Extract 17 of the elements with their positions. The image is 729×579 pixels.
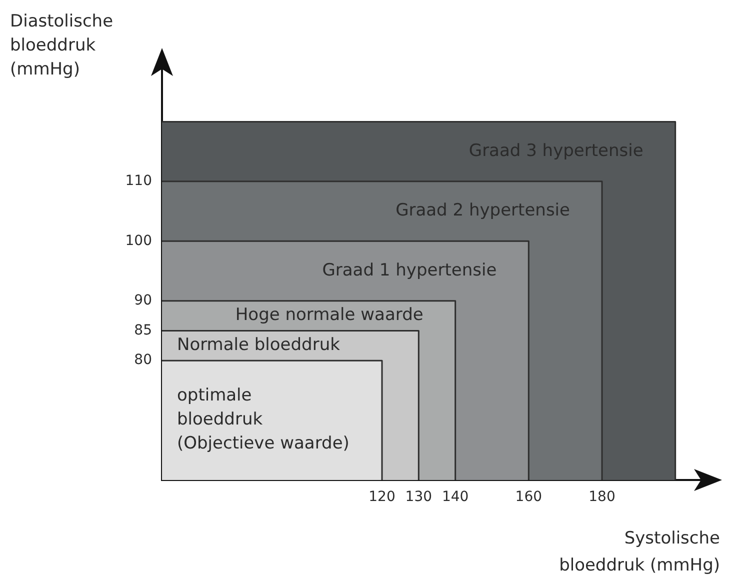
x-tick-label: 180 [588, 489, 616, 506]
x-tick-label: 160 [515, 489, 542, 506]
series-label: Graad 1 hypertensie [322, 260, 497, 280]
y-tick-label: 80 [134, 352, 152, 368]
series-label: optimale bloeddruk (Objectieve waarde) [177, 386, 350, 454]
x-tick-label: 140 [442, 489, 469, 506]
x-tick-label: 120 [368, 489, 396, 506]
x-tick-label: 130 [405, 489, 432, 506]
series-label: Hoge normale waarde [235, 305, 424, 326]
y-tick-label: 110 [125, 173, 152, 190]
y-tick-label: 100 [125, 232, 152, 249]
x-axis-title: Systolische bloeddruk (mmHg) [559, 528, 720, 576]
series-label: Graad 2 hypertensie [396, 200, 570, 221]
y-axis-title: Diastolische bloeddruk (mmHg) [10, 11, 114, 80]
series-label: Normale bloeddruk [177, 335, 340, 356]
y-tick-label: 85 [134, 322, 152, 338]
y-tick-label: 90 [134, 292, 152, 308]
